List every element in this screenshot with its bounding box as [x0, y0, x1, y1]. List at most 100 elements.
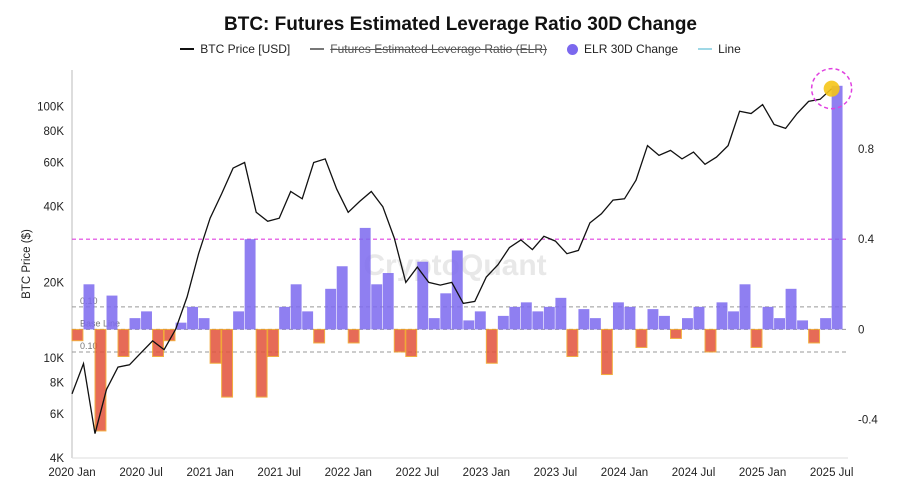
elr-bar-2023-01	[485, 328, 498, 364]
y-left-tick-6: 8K	[50, 377, 64, 389]
legend-label-elr-30d-change: ELR 30D Change	[584, 42, 679, 56]
y-left-tick-2: 60K	[44, 157, 65, 169]
x-tick-9: 2024 Jul	[672, 467, 715, 479]
legend-item-line[interactable]: Line	[698, 42, 741, 56]
x-tick-11: 2025 Jul	[810, 467, 853, 479]
elr-bar-2022-11	[463, 320, 475, 330]
elr-bar-2024-04	[658, 315, 670, 330]
elr-bar-2020-08	[152, 328, 164, 357]
y-axis-label: BTC Price ($)	[21, 229, 33, 299]
elr-bar-2021-01	[209, 328, 222, 364]
elr-bar-2024-12	[750, 328, 763, 348]
chart-title: BTC: Futures Estimated Leverage Ratio 30…	[224, 14, 697, 35]
elr-bar-2020-03	[94, 328, 107, 432]
reference-label-2: Base Line	[80, 318, 120, 328]
elr-bar-2021-06	[267, 328, 280, 357]
elr-bar-2022-07	[417, 261, 429, 330]
y-left-tick-5: 10K	[44, 353, 65, 365]
elr-bar-2020-07	[141, 311, 152, 330]
elr-bar-2024-03	[647, 309, 659, 330]
y-left-tick-8: 4K	[50, 453, 64, 465]
elr-bar-2020-12	[198, 318, 210, 330]
y-left-tick-4: 20K	[44, 277, 65, 289]
elr-bar-2025-01	[762, 306, 774, 330]
x-tick-10: 2025 Jan	[739, 467, 786, 479]
elr-bar-2022-02	[359, 227, 371, 330]
elr-bar-2024-01	[624, 306, 636, 330]
elr-bar-2020-04	[106, 295, 118, 330]
elr-bar-2024-07	[693, 306, 705, 330]
x-tick-0: 2020 Jan	[48, 467, 95, 479]
elr-bar-2024-09	[716, 302, 728, 330]
elr-bar-2022-08	[428, 318, 440, 330]
elr-bar-2022-06	[405, 328, 418, 357]
legend-label-btc-price: BTC Price [USD]	[200, 42, 291, 56]
y-left-tick-0: 100K	[37, 102, 64, 114]
elr-bar-2020-11	[187, 306, 199, 330]
elr-bar-2025-04	[797, 320, 809, 330]
elr-bar-2023-12	[612, 302, 624, 330]
elr-bar-2024-08	[704, 328, 717, 353]
x-tick-5: 2022 Jul	[396, 467, 439, 479]
elr-bar-2023-02	[497, 315, 509, 330]
elr-bar-2023-10	[589, 318, 601, 330]
elr-bar-2023-09	[578, 309, 590, 330]
highlight-ring	[810, 67, 853, 110]
elr-bar-2023-07	[555, 297, 567, 330]
btc-price-line	[71, 88, 833, 434]
elr-bar-2025-03	[785, 288, 797, 330]
legend-label-line: Line	[718, 42, 741, 56]
elr-bar-2023-06	[543, 306, 555, 330]
elr-bar-2022-12	[474, 311, 486, 330]
elr-bar-2024-02	[635, 328, 648, 348]
x-tick-4: 2022 Jan	[325, 467, 372, 479]
elr-bar-2022-01	[347, 328, 360, 344]
y-left-tick-1: 80K	[44, 126, 65, 138]
elr-bar-2021-03	[233, 311, 245, 330]
elr-bar-2021-05	[255, 328, 268, 398]
elr-bar-2022-04	[382, 273, 394, 330]
legend-item-elr-30d-change[interactable]: ELR 30D Change	[567, 42, 678, 56]
legend-item-elr[interactable]: Futures Estimated Leverage Ratio (ELR)	[310, 42, 547, 56]
legend-item-btc-price[interactable]: BTC Price [USD]	[180, 42, 290, 56]
x-tick-1: 2020 Jul	[119, 467, 162, 479]
legend: BTC Price [USD] Futures Estimated Levera…	[0, 42, 921, 56]
legend-swatch-elr-30d-change	[567, 43, 579, 55]
elr-bar-2022-05	[393, 328, 406, 353]
y-left-tick-7: 6K	[50, 409, 64, 421]
x-tick-7: 2023 Jul	[534, 467, 577, 479]
elr-bar-2020-02	[83, 284, 95, 330]
elr-bar-2021-04	[244, 239, 256, 330]
elr-bar-2020-01	[71, 328, 84, 342]
elr-bar-2020-05	[117, 328, 130, 357]
elr-bar-2022-03	[371, 284, 383, 330]
y-right-tick-2: 0	[858, 324, 864, 336]
legend-label-elr: Futures Estimated Leverage Ratio (ELR)	[330, 42, 548, 56]
highlight-dot	[823, 80, 840, 97]
y-right-tick-0: 0.8	[858, 144, 874, 156]
elr-bar-2024-10	[728, 311, 739, 330]
elr-bar-2021-08	[290, 284, 302, 330]
elr-bar-2022-09	[440, 293, 452, 330]
elr-bar-2024-06	[682, 318, 693, 330]
elr-bar-2025-02	[774, 318, 786, 330]
y-left-tick-3: 40K	[44, 202, 65, 214]
elr-bar-2021-11	[325, 288, 337, 330]
legend-swatch-line	[698, 48, 713, 50]
elr-bar-2023-03	[509, 306, 521, 330]
legend-swatch-btc-price	[180, 48, 195, 50]
elr-bar-2023-04	[520, 302, 532, 330]
elr-bar-2021-09	[302, 311, 314, 330]
elr-bar-2024-11	[739, 284, 751, 330]
elr-bar-2021-02	[221, 328, 234, 398]
elr-bar-2021-10	[313, 328, 326, 344]
elr-bar-2023-08	[566, 328, 579, 357]
y-right-tick-1: 0.4	[858, 234, 875, 246]
reference-label-3: 0.10	[80, 341, 98, 351]
elr-bar-2020-10	[175, 322, 187, 330]
elr-bar-2021-12	[336, 266, 348, 330]
x-tick-3: 2021 Jul	[257, 467, 300, 479]
elr-bar-2023-11	[600, 328, 613, 376]
elr-bar-2021-07	[279, 306, 291, 330]
elr-bar-2025-07	[831, 85, 843, 330]
